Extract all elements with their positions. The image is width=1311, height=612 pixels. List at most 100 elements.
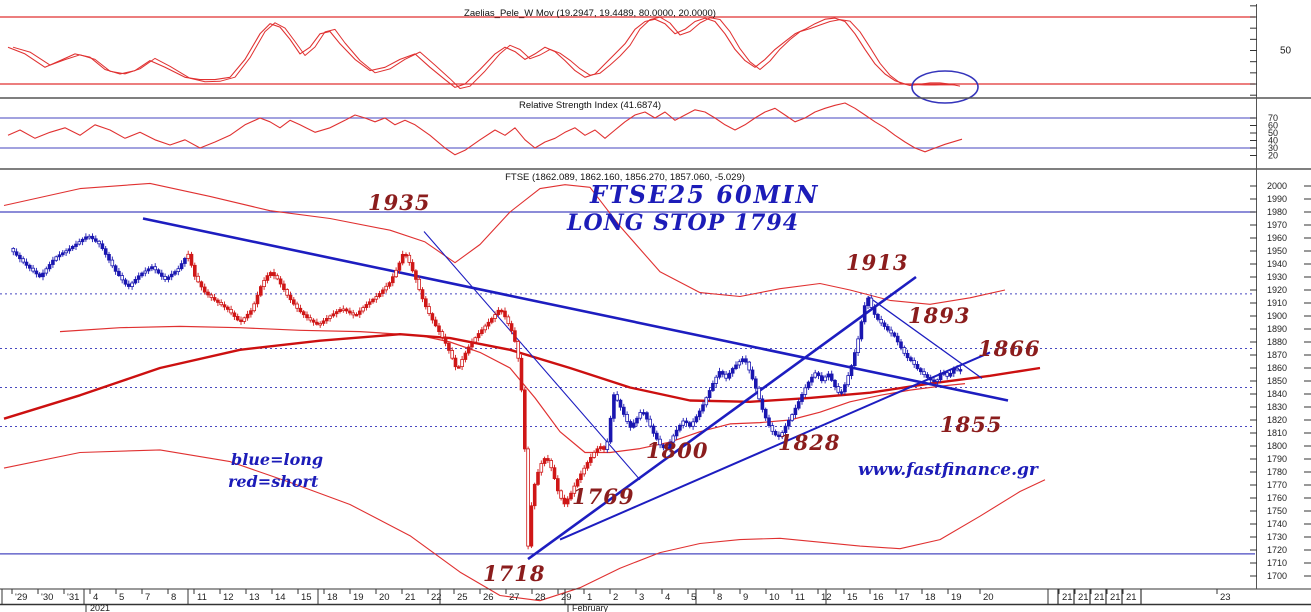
price-axis-label: 1930 bbox=[1267, 272, 1287, 282]
date-axis-label: 26 bbox=[483, 592, 494, 603]
price-axis-label: 1950 bbox=[1267, 246, 1287, 256]
price-axis-label: 1820 bbox=[1267, 415, 1287, 425]
price-axis-label: 1790 bbox=[1267, 454, 1287, 464]
price-annotation-1718: 1718 bbox=[483, 561, 546, 586]
date-axis-label: 18 bbox=[327, 592, 338, 603]
price-axis-label: 1910 bbox=[1267, 298, 1287, 308]
date-axis-label: 8 bbox=[717, 592, 722, 603]
date-axis-label: 20 bbox=[379, 592, 390, 603]
date-axis-label: 18 bbox=[925, 592, 936, 603]
rsi-panel-title: Relative Strength Index (41.6874) bbox=[518, 100, 662, 111]
candlesticks bbox=[11, 233, 963, 550]
price-annotation-1935: 1935 bbox=[368, 190, 431, 215]
date-axis-label: 21 bbox=[1110, 592, 1121, 603]
price-axis-label: 1980 bbox=[1267, 207, 1287, 217]
pele-axis-label: 50 bbox=[1280, 46, 1292, 57]
price-axis-label: 1840 bbox=[1267, 389, 1287, 399]
rsi-axis-label: 70 bbox=[1268, 113, 1278, 123]
date-axis-label: 5 bbox=[119, 592, 124, 603]
highlight-ellipse bbox=[911, 70, 979, 104]
date-axis-label: 8 bbox=[171, 592, 176, 603]
price-axis-label: 1710 bbox=[1267, 558, 1287, 568]
pele-panel-title: Zaelias_Pele_W Mov (19.2947, 19.4489, 80… bbox=[464, 8, 716, 19]
price-axis-label: 1870 bbox=[1267, 350, 1287, 360]
date-axis-label: 23 bbox=[1220, 592, 1231, 603]
date-axis-label: 20 bbox=[983, 592, 994, 603]
price-axis-label: 1990 bbox=[1267, 194, 1287, 204]
price-axis-label: 1750 bbox=[1267, 506, 1287, 516]
date-axis: '29'30'31 4 5 7 8 11 12 13 14 15 18 19 20 21 22 25 26 27 2… bbox=[1, 589, 1231, 612]
price-axis-label: 1780 bbox=[1267, 467, 1287, 477]
date-axis-label: 29 bbox=[561, 592, 572, 603]
date-axis-label: 21 bbox=[1094, 592, 1105, 603]
date-axis-label: 4 bbox=[93, 592, 98, 603]
rsi-axis-label: 60 bbox=[1268, 121, 1278, 131]
date-axis-label: 19 bbox=[951, 592, 962, 603]
date-axis-label: '31 bbox=[67, 592, 79, 603]
legend-blue-long: blue=long bbox=[231, 450, 324, 469]
price-axis-label: 1890 bbox=[1267, 324, 1287, 334]
date-axis-label: 17 bbox=[899, 592, 910, 603]
price-axis-label: 1940 bbox=[1267, 259, 1287, 269]
price-axis-label: 1920 bbox=[1267, 285, 1287, 295]
trendlines bbox=[142, 217, 1009, 561]
symbol-note: FTSE25 60MIN bbox=[590, 180, 820, 209]
date-axis-label: 1 bbox=[587, 592, 592, 603]
rsi-axis-label: 20 bbox=[1268, 151, 1278, 161]
price-annotation-1913: 1913 bbox=[846, 250, 909, 275]
price-annotation-1828: 1828 bbox=[778, 430, 841, 455]
rsi-axis-label: 50 bbox=[1268, 128, 1278, 138]
date-axis-label: 16 bbox=[873, 592, 884, 603]
price-axis-label: 2000 bbox=[1267, 181, 1287, 191]
price-axis: 2000 1990 1980 1970 1960 1950 1940 1930 1920 1910… bbox=[1250, 181, 1311, 581]
price-axis-label: 1880 bbox=[1267, 337, 1287, 347]
date-axis-label: 13 bbox=[249, 592, 260, 603]
price-axis-label: 1700 bbox=[1267, 571, 1287, 581]
panel-borders bbox=[0, 4, 1311, 606]
date-axis-label: 21 bbox=[405, 592, 416, 603]
main-panel-title: FTSE (1862.089, 1862.160, 1856.270, 1857… bbox=[505, 172, 745, 183]
price-axis-label: 1850 bbox=[1267, 376, 1287, 386]
price-axis-label: 1770 bbox=[1267, 480, 1287, 490]
rsi-axis-label: 30 bbox=[1268, 143, 1278, 153]
price-axis-label: 1740 bbox=[1267, 519, 1287, 529]
price-axis-label: 1970 bbox=[1267, 220, 1287, 230]
price-annotation-1893: 1893 bbox=[908, 303, 971, 328]
date-axis-label: 21 bbox=[1078, 592, 1089, 603]
date-axis-label: 21 bbox=[1126, 592, 1137, 603]
price-annotation-1866: 1866 bbox=[978, 336, 1041, 361]
date-axis-label: '30 bbox=[41, 592, 53, 603]
rsi-panel bbox=[0, 102, 1255, 156]
date-axis-label: 3 bbox=[639, 592, 644, 603]
red-indicator-curves bbox=[3, 182, 1046, 602]
price-annotation-1769: 1769 bbox=[572, 484, 635, 509]
date-axis-label: '29 bbox=[15, 592, 27, 603]
month-label: February bbox=[572, 603, 609, 612]
price-axis-label: 1860 bbox=[1267, 363, 1287, 373]
date-axis-label: 15 bbox=[847, 592, 858, 603]
date-axis-label: 25 bbox=[457, 592, 468, 603]
date-axis-label: 10 bbox=[769, 592, 780, 603]
date-axis-label: 7 bbox=[145, 592, 150, 603]
date-axis-label: 27 bbox=[509, 592, 520, 603]
date-axis-label: 22 bbox=[431, 592, 442, 603]
date-axis-label: 2 bbox=[613, 592, 618, 603]
price-axis-label: 1960 bbox=[1267, 233, 1287, 243]
date-axis-label: 11 bbox=[197, 592, 207, 603]
price-annotation-1800: 1800 bbox=[646, 438, 709, 463]
price-axis-label: 1800 bbox=[1267, 441, 1287, 451]
year-label: 2021 bbox=[90, 603, 110, 612]
long-stop-note: LONG STOP 1794 bbox=[567, 210, 800, 236]
date-axis-label: 5 bbox=[691, 592, 696, 603]
legend-red-short: red=short bbox=[228, 472, 319, 491]
price-axis-label: 1830 bbox=[1267, 402, 1287, 412]
price-axis-label: 1900 bbox=[1267, 311, 1287, 321]
rsi-axis-label: 40 bbox=[1268, 136, 1278, 146]
price-axis-label: 1760 bbox=[1267, 493, 1287, 503]
pele-axis: 50 bbox=[1250, 5, 1292, 96]
date-axis-label: 14 bbox=[275, 592, 286, 603]
watermark: www.fastfinance.gr bbox=[858, 460, 1038, 480]
date-axis-label: 9 bbox=[743, 592, 748, 603]
